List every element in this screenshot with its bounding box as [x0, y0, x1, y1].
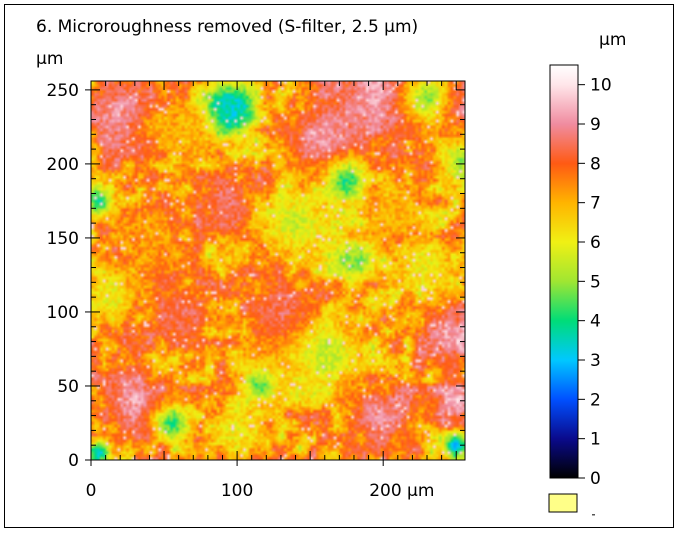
- legend-swatch: [548, 493, 578, 513]
- axes: 0 100 200 µm 0 50 100 150 200 250: [47, 81, 465, 501]
- colorbar-tick-label: 4: [590, 312, 601, 332]
- colorbar-tick-label: 3: [590, 351, 601, 371]
- y-axis-unit-label: µm: [36, 49, 63, 69]
- legend-mark: [592, 514, 595, 516]
- x-tick-label: 0: [86, 481, 97, 501]
- colorbar-tick-label: 2: [590, 390, 601, 410]
- colorbar-tick-label: 0: [590, 469, 601, 489]
- colorbar-tick-label: 7: [590, 194, 601, 214]
- y-tick-label: 0: [68, 451, 79, 471]
- colorbar-tick-label: 10: [590, 76, 612, 96]
- y-tick-label: 250: [47, 81, 79, 101]
- y-tick-label: 50: [57, 377, 79, 397]
- colorbar-unit-label: µm: [599, 30, 626, 50]
- y-tick-label: 100: [47, 303, 79, 323]
- x-tick-label: 100: [221, 481, 253, 501]
- y-tick-label: 200: [47, 155, 79, 175]
- plot-border: [90, 80, 466, 461]
- y-tick-label: 150: [47, 229, 79, 249]
- chart-title: 6. Microroughness removed (S-filter, 2.5…: [36, 17, 418, 37]
- x-tick-label: 200 µm: [369, 481, 434, 501]
- height-map-raster: [91, 81, 465, 460]
- colorbar-ticks: 0 1 2 3 4 5 6 7 8 9 10: [578, 76, 612, 489]
- colorbar-tick-label: 5: [590, 272, 601, 292]
- height-map: [91, 81, 465, 460]
- colorbar-tick-label: 8: [590, 154, 601, 174]
- colorbar-tick-label: 1: [590, 430, 601, 450]
- colorbar-tick-label: 9: [590, 115, 601, 135]
- colorbar-tick-label: 6: [590, 233, 601, 253]
- colorbar: [549, 64, 579, 479]
